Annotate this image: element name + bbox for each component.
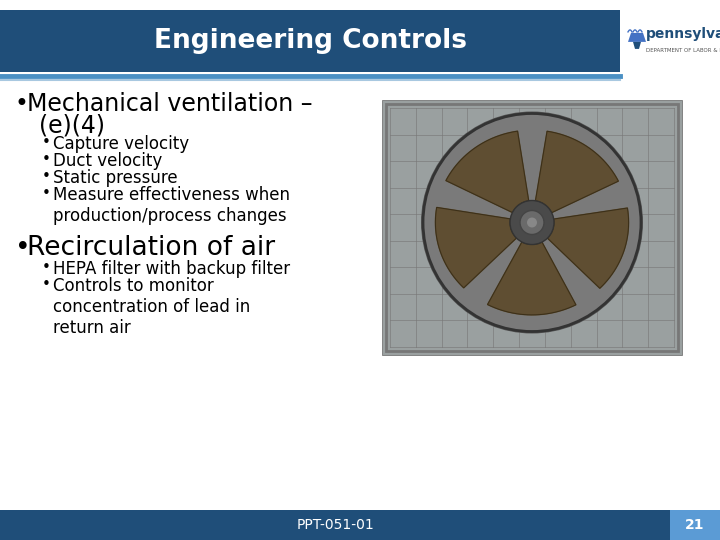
Polygon shape bbox=[487, 242, 576, 315]
Text: •: • bbox=[15, 235, 31, 261]
Bar bbox=[0, 510, 670, 540]
Polygon shape bbox=[446, 131, 528, 213]
Polygon shape bbox=[633, 42, 641, 49]
Polygon shape bbox=[536, 131, 618, 213]
Text: Engineering Controls: Engineering Controls bbox=[153, 28, 467, 54]
Circle shape bbox=[520, 211, 544, 234]
Text: Mechanical ventilation –: Mechanical ventilation – bbox=[27, 92, 312, 116]
Text: •: • bbox=[42, 152, 51, 167]
Polygon shape bbox=[628, 33, 646, 42]
Bar bbox=[670, 510, 720, 540]
Circle shape bbox=[527, 218, 537, 227]
Circle shape bbox=[421, 111, 643, 334]
Text: Capture velocity: Capture velocity bbox=[53, 135, 189, 153]
Circle shape bbox=[423, 113, 641, 332]
Text: •: • bbox=[42, 169, 51, 184]
Text: Recirculation of air: Recirculation of air bbox=[27, 235, 275, 261]
Polygon shape bbox=[436, 207, 516, 288]
Text: Duct velocity: Duct velocity bbox=[53, 152, 162, 170]
Text: Controls to monitor
concentration of lead in
return air: Controls to monitor concentration of lea… bbox=[53, 277, 251, 336]
Text: •: • bbox=[42, 135, 51, 150]
Bar bbox=[620, 10, 720, 72]
Text: •: • bbox=[42, 260, 51, 275]
Text: •: • bbox=[15, 92, 29, 116]
Bar bbox=[386, 104, 678, 351]
Text: pennsylvania: pennsylvania bbox=[646, 26, 720, 40]
Text: 21: 21 bbox=[685, 518, 705, 532]
Text: •: • bbox=[42, 277, 51, 292]
Text: DEPARTMENT OF LABOR & INDUSTRY: DEPARTMENT OF LABOR & INDUSTRY bbox=[646, 48, 720, 53]
Text: (e)(4): (e)(4) bbox=[39, 114, 105, 138]
Text: Static pressure: Static pressure bbox=[53, 169, 178, 187]
Text: •: • bbox=[42, 186, 51, 201]
Text: HEPA filter with backup filter: HEPA filter with backup filter bbox=[53, 260, 290, 278]
Circle shape bbox=[510, 200, 554, 245]
Text: Measure effectiveness when
production/process changes: Measure effectiveness when production/pr… bbox=[53, 186, 290, 225]
Bar bbox=[0, 10, 620, 72]
Polygon shape bbox=[547, 208, 629, 288]
Bar bbox=[382, 100, 682, 355]
Text: PPT-051-01: PPT-051-01 bbox=[296, 518, 374, 532]
